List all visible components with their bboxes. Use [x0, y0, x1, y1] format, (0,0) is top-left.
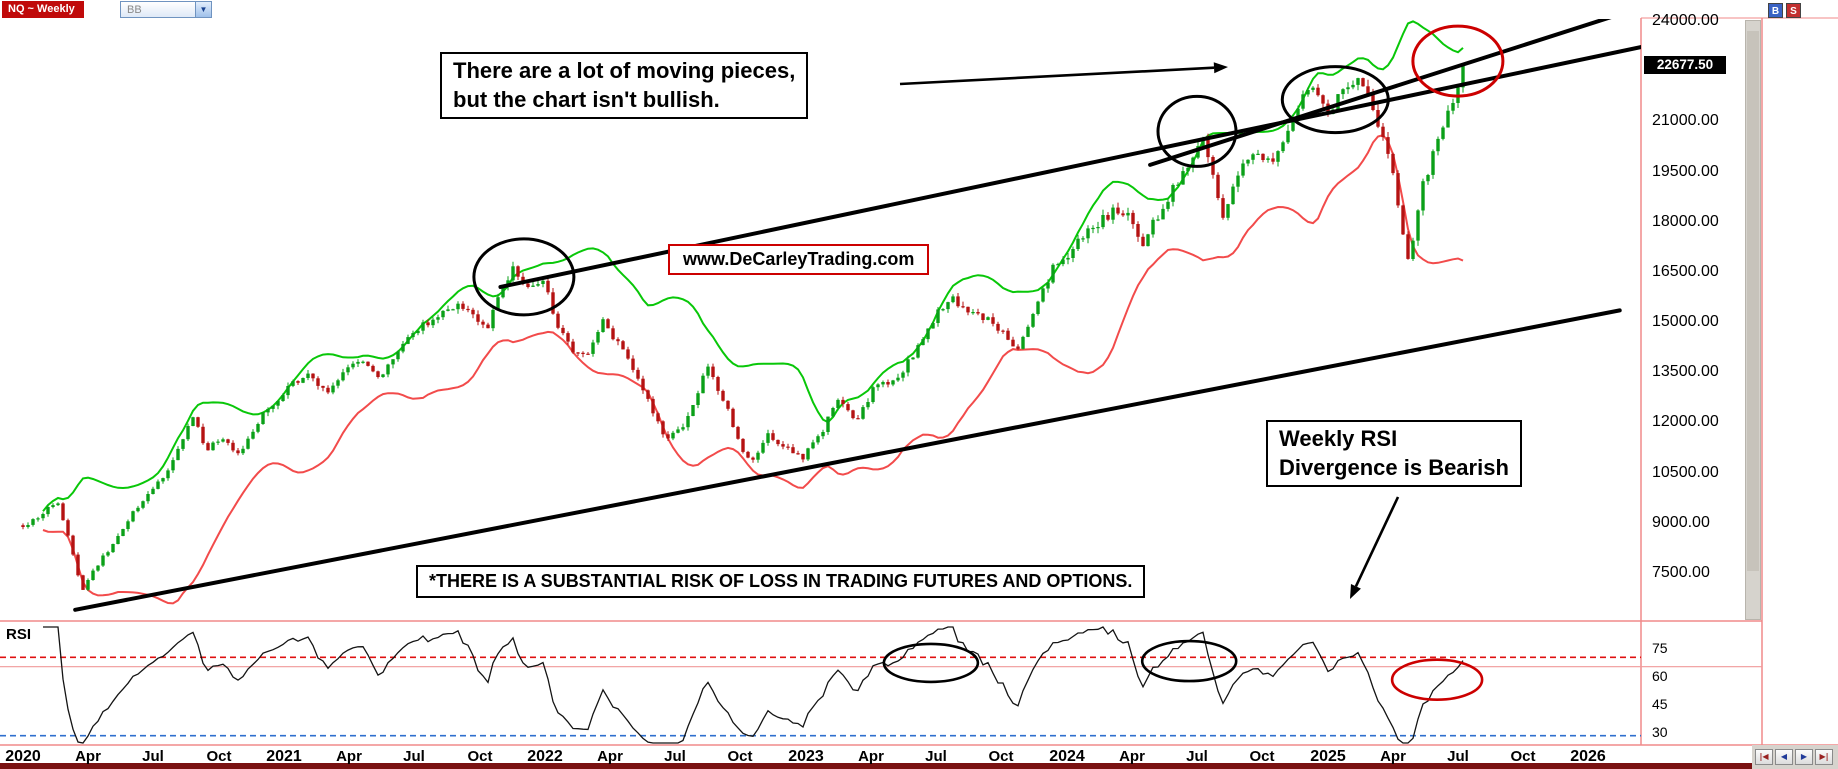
time-axis-label: Jul [925, 748, 947, 765]
rsi-axis-label: 30 [1652, 724, 1668, 740]
skip-to-end-button[interactable]: ▶| [1815, 749, 1833, 765]
chart-navigation-buttons: |◀ ◀ ▶ ▶| [1752, 745, 1838, 769]
time-axis-label: Apr [1380, 748, 1406, 765]
time-axis-label: 2023 [788, 748, 824, 765]
time-axis-label: 2020 [5, 748, 41, 765]
time-axis-label: Apr [597, 748, 623, 765]
annotation-line: Weekly RSI [1279, 426, 1398, 451]
price-axis-label: 19500.00 [1652, 162, 1719, 180]
rsi-axis-label: 45 [1652, 696, 1668, 712]
time-axis-label: Oct [1249, 748, 1275, 765]
price-axis-label: 9000.00 [1652, 513, 1710, 531]
time-axis-label: Apr [75, 748, 101, 765]
rsi-axis-label: 75 [1652, 640, 1668, 656]
annotation-rsi-divergence: Weekly RSI Divergence is Bearish [1266, 420, 1522, 488]
symbol-timeframe-label: NQ ~ Weekly [2, 1, 84, 18]
step-forward-button[interactable]: ▶ [1795, 749, 1813, 765]
chevron-down-icon: ▼ [195, 2, 211, 17]
price-axis-label: 12000.00 [1652, 413, 1719, 431]
price-axis-label: 13500.00 [1652, 363, 1719, 381]
price-axis-label: 18000.00 [1652, 212, 1719, 230]
price-axis-scrollbar[interactable] [1745, 20, 1761, 620]
price-axis-label: 7500.00 [1652, 564, 1710, 581]
time-axis-scrollbar[interactable] [0, 763, 1752, 769]
time-axis-label: 2026 [1570, 748, 1606, 765]
time-axis-label: Jul [664, 748, 686, 765]
time-axis-label: 2021 [266, 748, 302, 765]
step-back-button[interactable]: ◀ [1775, 749, 1793, 765]
time-axis-label: Oct [206, 748, 232, 765]
time-axis-label: Jul [1186, 748, 1208, 765]
time-axis-label: Apr [1119, 748, 1145, 765]
indicator-dropdown-value: BB [127, 3, 142, 16]
rsi-axis-label: 60 [1652, 668, 1668, 684]
time-axis-label: Apr [336, 748, 362, 765]
trendlines-layer [73, 19, 1641, 612]
time-axis-label: Oct [467, 748, 493, 765]
time-axis-label: Oct [1510, 748, 1536, 765]
skip-to-start-button[interactable]: |◀ [1755, 749, 1773, 765]
time-axis-label: 2025 [1310, 748, 1346, 765]
buy-button[interactable]: B [1768, 3, 1783, 18]
scrollbar-thumb[interactable] [1747, 31, 1759, 571]
time-axis-label: Apr [858, 748, 884, 765]
sell-button[interactable]: S [1786, 3, 1801, 18]
last-price-tag: 22677.50 [1644, 56, 1726, 74]
annotation-line: but the chart isn't bullish. [453, 86, 720, 112]
annotation-line: There are a lot of moving pieces, [453, 58, 796, 83]
watermark-decarley-trading: www.DeCarleyTrading.com [668, 244, 930, 275]
price-axis-label: 24000.00 [1652, 12, 1719, 29]
chart-toolbar: NQ ~ Weekly BB ▼ [0, 0, 1838, 19]
annotation-line: Divergence is Bearish [1279, 454, 1509, 480]
time-axis-label: Jul [1447, 748, 1469, 765]
time-axis-label: 2022 [527, 748, 563, 765]
risk-disclaimer: *THERE IS A SUBSTANTIAL RISK OF LOSS IN … [416, 565, 1146, 598]
price-axis-label: 15000.00 [1652, 313, 1719, 331]
time-axis-label: Jul [142, 748, 164, 765]
time-axis-label: Oct [988, 748, 1014, 765]
time-axis-label: 2024 [1049, 748, 1085, 765]
annotation-note-not-bullish: There are a lot of moving pieces, but th… [440, 52, 809, 120]
time-axis-label: Jul [403, 748, 425, 765]
candles-layer [21, 64, 1465, 591]
time-axis-label: Oct [727, 748, 753, 765]
rsi-pane-label: RSI [6, 626, 32, 643]
price-axis-label: 16500.00 [1652, 262, 1719, 280]
price-axis-label: 10500.00 [1652, 463, 1719, 481]
indicator-dropdown[interactable]: BB ▼ [120, 1, 212, 18]
price-axis-label: 21000.00 [1652, 112, 1719, 130]
